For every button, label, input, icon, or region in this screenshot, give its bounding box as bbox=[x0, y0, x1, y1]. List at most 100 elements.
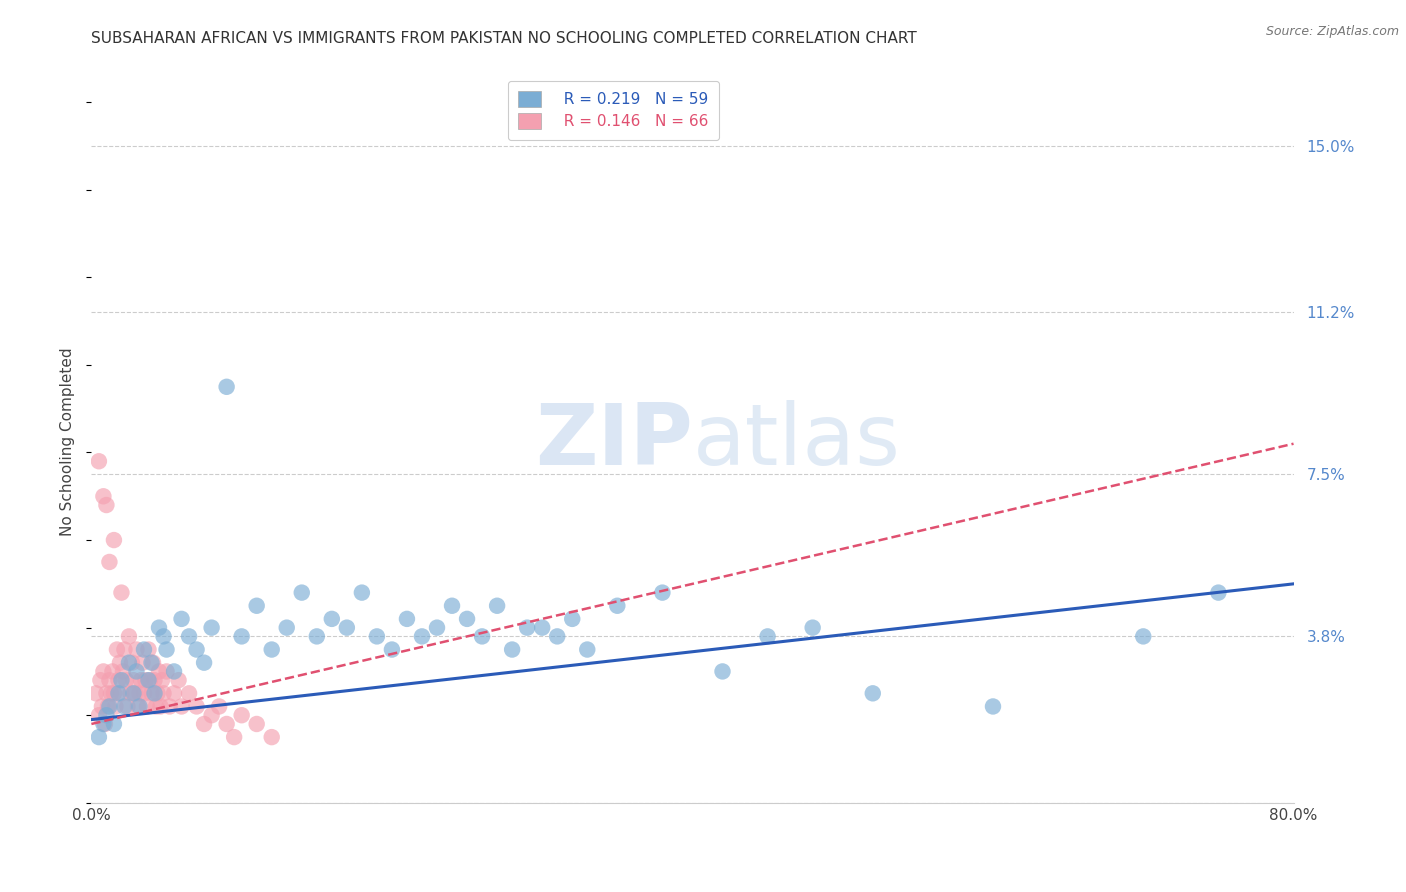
Point bbox=[531, 621, 554, 635]
Point bbox=[561, 612, 583, 626]
Point bbox=[142, 656, 165, 670]
Point bbox=[155, 665, 177, 679]
Point bbox=[93, 717, 115, 731]
Point bbox=[107, 673, 129, 688]
Point bbox=[981, 699, 1004, 714]
Point bbox=[440, 599, 463, 613]
Point bbox=[138, 642, 160, 657]
Point bbox=[163, 665, 186, 679]
Point bbox=[862, 686, 884, 700]
Point bbox=[139, 673, 162, 688]
Point bbox=[546, 629, 568, 643]
Point bbox=[122, 686, 145, 700]
Text: atlas: atlas bbox=[692, 400, 900, 483]
Point bbox=[114, 642, 136, 657]
Point bbox=[246, 717, 269, 731]
Point bbox=[336, 621, 359, 635]
Point bbox=[801, 621, 824, 635]
Point bbox=[193, 656, 215, 670]
Point bbox=[711, 665, 734, 679]
Point bbox=[145, 699, 167, 714]
Point bbox=[136, 699, 159, 714]
Point bbox=[101, 665, 124, 679]
Point bbox=[148, 665, 170, 679]
Y-axis label: No Schooling Completed: No Schooling Completed bbox=[60, 347, 76, 536]
Point bbox=[103, 717, 125, 731]
Point bbox=[129, 673, 152, 688]
Point bbox=[321, 612, 343, 626]
Point bbox=[471, 629, 494, 643]
Point bbox=[260, 642, 283, 657]
Point bbox=[131, 656, 153, 670]
Point bbox=[89, 673, 111, 688]
Point bbox=[411, 629, 433, 643]
Point bbox=[94, 717, 117, 731]
Point bbox=[152, 686, 174, 700]
Point bbox=[159, 699, 181, 714]
Point bbox=[121, 656, 143, 670]
Point bbox=[224, 730, 246, 744]
Point bbox=[426, 621, 449, 635]
Point bbox=[96, 498, 118, 512]
Point bbox=[118, 629, 141, 643]
Point bbox=[149, 699, 172, 714]
Point bbox=[201, 708, 224, 723]
Point bbox=[125, 642, 148, 657]
Text: Source: ZipAtlas.com: Source: ZipAtlas.com bbox=[1265, 25, 1399, 38]
Point bbox=[114, 699, 136, 714]
Point bbox=[84, 686, 107, 700]
Point bbox=[231, 629, 253, 643]
Point bbox=[97, 699, 120, 714]
Text: ZIP: ZIP bbox=[534, 400, 692, 483]
Point bbox=[103, 686, 125, 700]
Point bbox=[93, 665, 115, 679]
Legend:   R = 0.219   N = 59,   R = 0.146   N = 66: R = 0.219 N = 59, R = 0.146 N = 66 bbox=[508, 80, 718, 140]
Point bbox=[576, 642, 599, 657]
Point bbox=[105, 642, 128, 657]
Point bbox=[93, 489, 115, 503]
Point bbox=[167, 673, 190, 688]
Point bbox=[115, 673, 138, 688]
Point bbox=[486, 599, 509, 613]
Point bbox=[193, 717, 215, 731]
Point bbox=[90, 699, 112, 714]
Point bbox=[456, 612, 478, 626]
Point bbox=[516, 621, 538, 635]
Point bbox=[141, 656, 163, 670]
Point bbox=[98, 699, 121, 714]
Point bbox=[120, 686, 142, 700]
Point bbox=[104, 699, 127, 714]
Point bbox=[208, 699, 231, 714]
Point bbox=[381, 642, 404, 657]
Point bbox=[150, 673, 173, 688]
Point bbox=[201, 621, 224, 635]
Point bbox=[177, 629, 200, 643]
Point bbox=[96, 708, 118, 723]
Point bbox=[291, 585, 314, 599]
Point bbox=[132, 642, 155, 657]
Point bbox=[143, 686, 166, 700]
Point bbox=[134, 673, 156, 688]
Point bbox=[1132, 629, 1154, 643]
Point bbox=[110, 686, 132, 700]
Point bbox=[260, 730, 283, 744]
Point bbox=[148, 621, 170, 635]
Point bbox=[100, 686, 122, 700]
Point bbox=[146, 686, 169, 700]
Point bbox=[122, 673, 145, 688]
Point bbox=[110, 673, 132, 688]
Point bbox=[395, 612, 418, 626]
Point bbox=[215, 380, 238, 394]
Point bbox=[96, 686, 118, 700]
Point bbox=[170, 612, 193, 626]
Point bbox=[98, 555, 121, 569]
Text: SUBSAHARAN AFRICAN VS IMMIGRANTS FROM PAKISTAN NO SCHOOLING COMPLETED CORRELATIO: SUBSAHARAN AFRICAN VS IMMIGRANTS FROM PA… bbox=[91, 31, 917, 46]
Point bbox=[651, 585, 673, 599]
Point bbox=[128, 699, 150, 714]
Point bbox=[128, 686, 150, 700]
Point bbox=[350, 585, 373, 599]
Point bbox=[1208, 585, 1230, 599]
Point bbox=[87, 454, 110, 468]
Point bbox=[87, 708, 110, 723]
Point bbox=[756, 629, 779, 643]
